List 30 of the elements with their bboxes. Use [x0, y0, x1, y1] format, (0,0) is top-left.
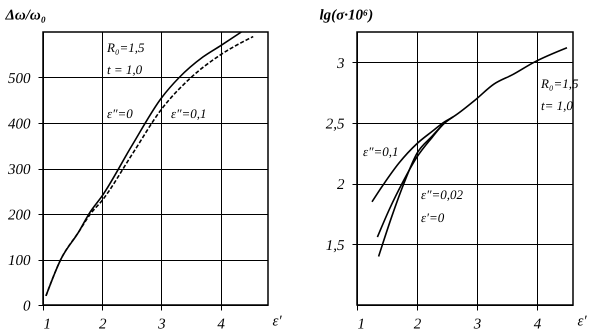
y-axis-title: Δω/ω₀ — [4, 8, 46, 24]
annotation: R₀=1,5 — [106, 40, 145, 55]
y-tick-label: 100 — [8, 253, 31, 269]
annotation: t= 1,0 — [541, 98, 574, 113]
x-tick-label: 1 — [358, 316, 365, 332]
y-tick-label: 200 — [8, 208, 31, 224]
annotation: t = 1,0 — [107, 62, 143, 77]
annotation: ε′=0 — [421, 210, 445, 225]
x-tick-label: 4 — [534, 316, 542, 332]
annotation: ε″=0,1 — [171, 106, 207, 121]
y-tick-label: 0 — [23, 298, 31, 314]
x-axis-title: ε′ — [578, 314, 588, 330]
y-tick-label: 2,5 — [326, 116, 345, 132]
y-tick-label: 300 — [7, 162, 31, 178]
annotation: ε″=0,1 — [363, 144, 399, 159]
x-tick-label: 3 — [157, 316, 166, 332]
y-tick-label: 400 — [8, 116, 31, 132]
x-tick-label: 3 — [472, 316, 482, 332]
x-tick-label: 1 — [44, 316, 51, 332]
annotation: ε″=0,02 — [421, 187, 464, 202]
y-axis-title: lg(σ·10⁶) — [320, 8, 374, 24]
y-tick-label: 500 — [8, 71, 31, 87]
x-axis-title: ε′ — [272, 314, 282, 330]
annotation: ε″=0 — [107, 106, 134, 121]
y-tick-label: 3 — [336, 56, 344, 72]
x-tick-label: 4 — [217, 316, 226, 332]
x-tick-label: 2 — [414, 316, 422, 332]
y-tick-label: 2 — [337, 177, 345, 194]
y-tick-label: 1,5 — [326, 238, 345, 254]
x-tick-label: 2 — [98, 316, 107, 332]
